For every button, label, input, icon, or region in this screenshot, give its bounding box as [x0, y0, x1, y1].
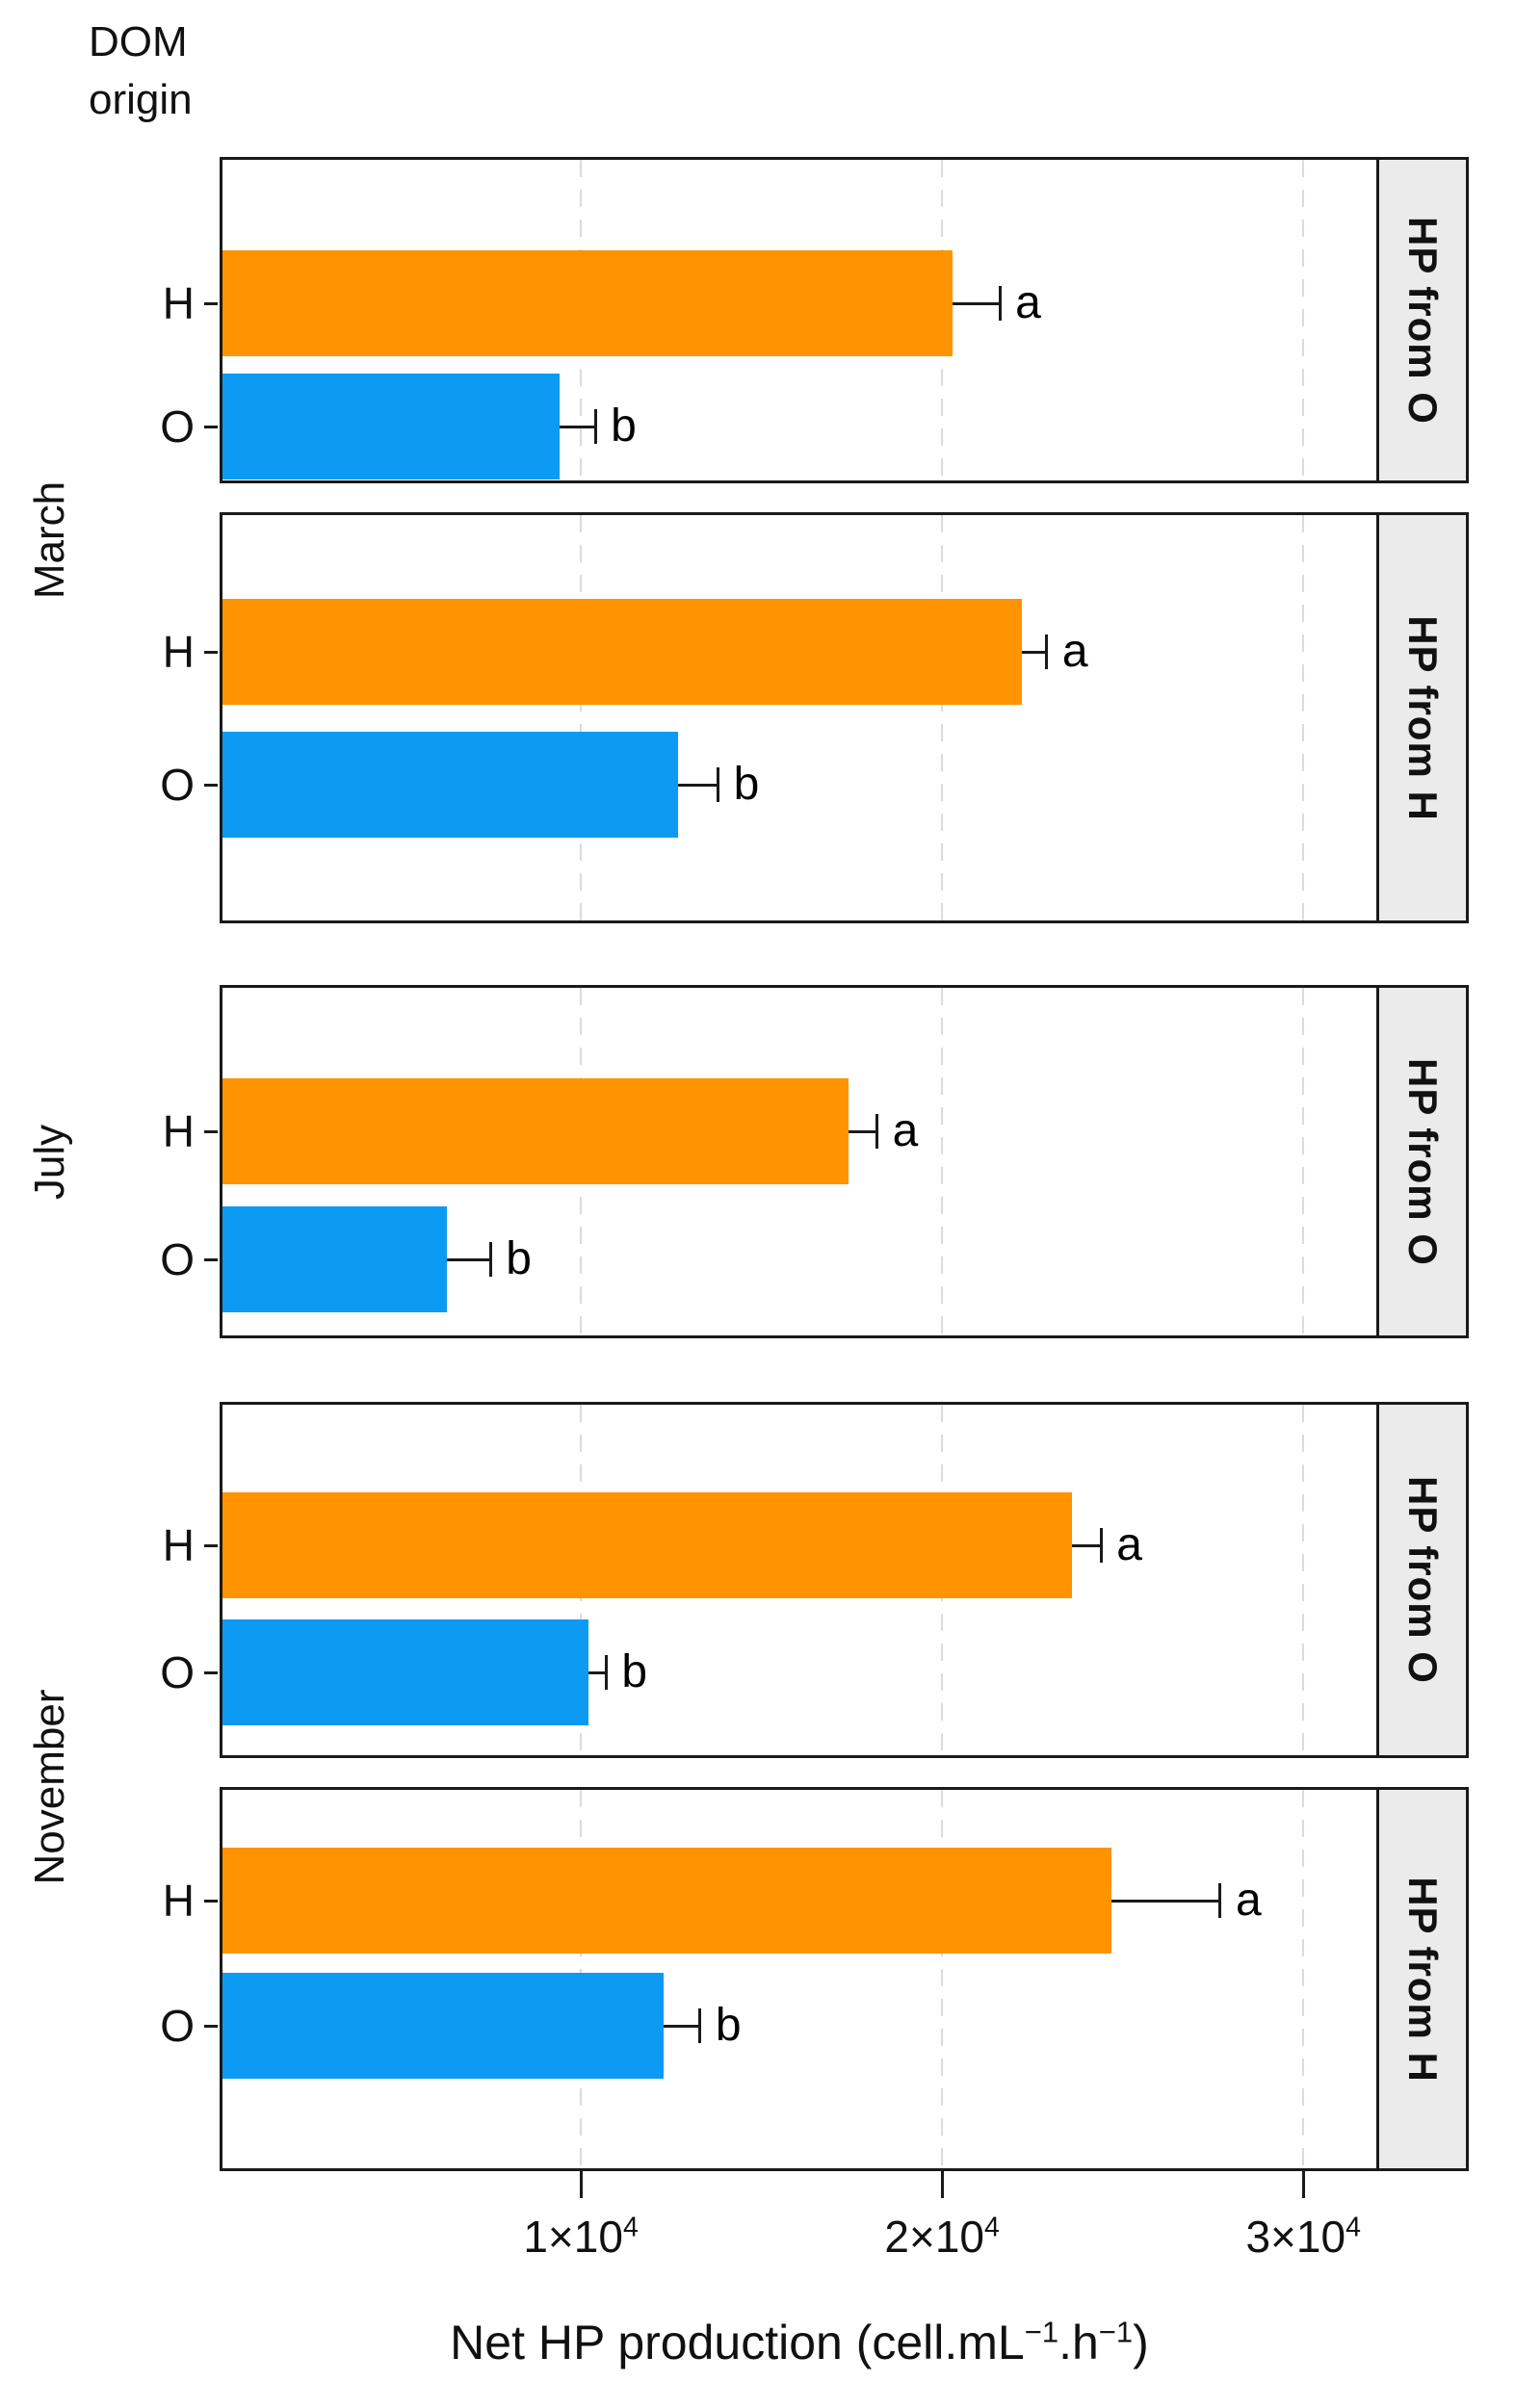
x-axis-tick-1×104	[579, 2171, 583, 2198]
strip-march-hp-from-o: HP from O	[1376, 157, 1469, 483]
strip-label-november-hp-from-o: HP from O	[1400, 1476, 1446, 1684]
bar-h-july-hp-from-o	[222, 1078, 849, 1184]
axis-label-h-november-hp-from-o: H	[162, 1520, 195, 1570]
error-bar-cap-o-november-hp-from-h	[698, 2008, 702, 2043]
axis-label-h-november-hp-from-h: H	[162, 1876, 195, 1926]
gridline-2×104	[941, 515, 944, 920]
bar-o-november-hp-from-o	[222, 1619, 588, 1725]
axis-tick-o-march-hp-from-o	[204, 425, 218, 428]
axis-tick-h-november-hp-from-h	[204, 1899, 218, 1903]
strip-november-hp-from-h: HP from H	[1376, 1787, 1469, 2171]
x-tick-label-2-104: 2×104	[884, 2212, 1000, 2262]
legend-dom-origin-line2: origin	[89, 76, 193, 123]
error-bar-o-november-hp-from-o	[588, 1670, 607, 1674]
sig-letter-o-november-hp-from-o: b	[621, 1646, 648, 1697]
x-axis-title: Net HP production (cell.mL−1.h−1)	[450, 2315, 1149, 2369]
axis-tick-h-november-hp-from-o	[204, 1543, 218, 1547]
sig-letter-h-march-hp-from-h: a	[1061, 626, 1088, 677]
sig-letter-o-november-hp-from-h: b	[715, 2000, 742, 2051]
error-bar-h-july-hp-from-o	[848, 1129, 877, 1133]
axis-label-o-july-hp-from-o: O	[160, 1234, 195, 1284]
legend-dom-origin: DOM origin	[89, 13, 193, 129]
axis-tick-o-march-hp-from-h	[204, 783, 218, 787]
axis-label-o-march-hp-from-o: O	[160, 401, 195, 452]
sig-letter-o-march-hp-from-o: b	[611, 401, 637, 452]
error-bar-h-march-hp-from-o	[953, 301, 1001, 305]
x-tick-label-1-104: 1×104	[523, 2212, 639, 2262]
error-bar-cap-o-march-hp-from-h	[717, 767, 720, 802]
bar-o-november-hp-from-h	[222, 1973, 665, 2079]
sig-letter-h-november-hp-from-h: a	[1235, 1875, 1262, 1926]
axis-tick-o-november-hp-from-h	[204, 2024, 218, 2028]
gridline-3×104	[1302, 515, 1305, 920]
error-bar-cap-h-march-hp-from-h	[1045, 634, 1049, 669]
axis-tick-h-march-hp-from-h	[204, 650, 218, 654]
gridline-3×104	[1302, 1790, 1305, 2168]
gridline-1×104	[580, 515, 583, 920]
gridline-3×104	[1302, 988, 1305, 1335]
error-bar-o-july-hp-from-o	[447, 1257, 491, 1261]
axis-tick-h-march-hp-from-o	[204, 301, 218, 305]
sig-letter-h-november-hp-from-o: a	[1116, 1519, 1142, 1570]
sig-letter-o-july-hp-from-o: b	[506, 1233, 532, 1284]
bar-h-march-hp-from-o	[222, 250, 953, 356]
sig-letter-o-march-hp-from-h: b	[733, 759, 760, 810]
axis-tick-h-july-hp-from-o	[204, 1129, 218, 1133]
strip-november-hp-from-o: HP from O	[1376, 1402, 1469, 1758]
axis-tick-o-july-hp-from-o	[204, 1257, 218, 1261]
bar-h-november-hp-from-o	[222, 1492, 1073, 1598]
strip-label-march-hp-from-h: HP from H	[1400, 614, 1446, 821]
error-bar-cap-h-november-hp-from-h	[1218, 1883, 1222, 1918]
gridline-2×104	[941, 988, 944, 1335]
error-bar-o-november-hp-from-h	[664, 2024, 700, 2028]
bar-o-march-hp-from-h	[222, 732, 679, 838]
axis-label-o-november-hp-from-h: O	[160, 2001, 195, 2051]
error-bar-h-november-hp-from-o	[1072, 1543, 1102, 1547]
axis-label-h-march-hp-from-h: H	[162, 627, 195, 677]
error-bar-o-march-hp-from-h	[678, 783, 718, 787]
strip-march-hp-from-h: HP from H	[1376, 512, 1469, 923]
sig-letter-h-july-hp-from-o: a	[892, 1105, 919, 1156]
error-bar-o-march-hp-from-o	[559, 425, 596, 428]
error-bar-cap-o-july-hp-from-o	[488, 1242, 492, 1277]
error-bar-cap-o-march-hp-from-o	[593, 409, 597, 444]
axis-label-o-march-hp-from-h: O	[160, 760, 195, 810]
panel-march-hp-from-h	[220, 512, 1379, 923]
month-label-july: July	[26, 1124, 73, 1200]
error-bar-cap-o-november-hp-from-o	[604, 1655, 608, 1690]
error-bar-h-march-hp-from-h	[1021, 650, 1047, 654]
strip-label-march-hp-from-o: HP from O	[1400, 216, 1446, 425]
sig-letter-h-march-hp-from-o: a	[1015, 277, 1041, 328]
month-label-march: March	[26, 480, 73, 600]
bar-h-march-hp-from-h	[222, 599, 1022, 705]
axis-label-h-march-hp-from-o: H	[162, 278, 195, 328]
gridline-2×104	[941, 1790, 944, 2168]
error-bar-cap-h-july-hp-from-o	[875, 1114, 879, 1149]
gridline-3×104	[1302, 1405, 1305, 1755]
error-bar-h-november-hp-from-h	[1111, 1899, 1220, 1903]
month-label-november: November	[26, 1689, 73, 1884]
error-bar-cap-h-november-hp-from-o	[1099, 1528, 1103, 1563]
bar-o-july-hp-from-o	[222, 1206, 448, 1312]
axis-tick-o-november-hp-from-o	[204, 1670, 218, 1674]
x-axis-tick-3×104	[1301, 2171, 1305, 2198]
strip-july-hp-from-o: HP from O	[1376, 985, 1469, 1338]
x-tick-label-3-104: 3×104	[1245, 2212, 1361, 2262]
bar-h-november-hp-from-h	[222, 1848, 1112, 1954]
gridline-3×104	[1302, 160, 1305, 480]
axis-label-o-november-hp-from-o: O	[160, 1647, 195, 1697]
axis-label-h-july-hp-from-o: H	[162, 1106, 195, 1156]
bar-o-march-hp-from-o	[222, 374, 560, 479]
x-axis-tick-2×104	[940, 2171, 944, 2198]
strip-label-november-hp-from-h: HP from H	[1400, 1876, 1446, 2083]
strip-label-july-hp-from-o: HP from O	[1400, 1057, 1446, 1266]
error-bar-cap-h-march-hp-from-o	[998, 286, 1002, 321]
legend-dom-origin-line1: DOM	[89, 18, 188, 65]
